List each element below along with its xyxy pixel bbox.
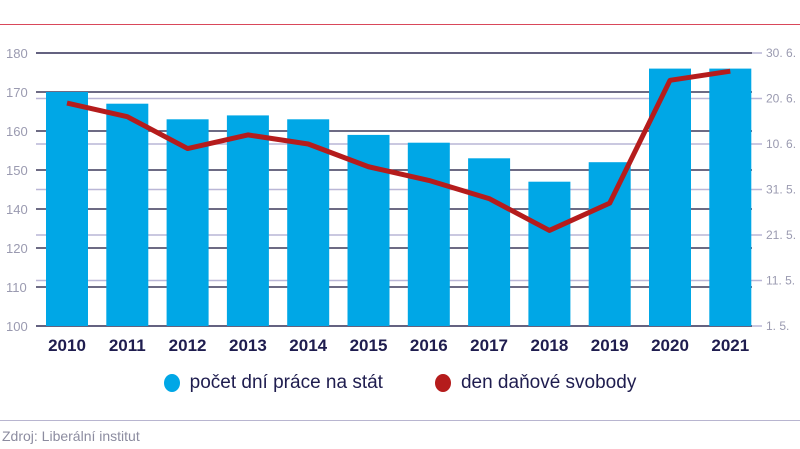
legend-dot-icon <box>163 374 180 392</box>
right-tick-label: 30. 6. <box>766 46 796 60</box>
legend-label: počet dní práce na stát <box>189 372 383 393</box>
x-tick-label: 2013 <box>229 336 267 355</box>
right-tick-label: 11. 5. <box>766 274 795 288</box>
legend: počet dní práce na stát den daňové svobo… <box>0 372 800 394</box>
chart: 30. 6. 20. 6. 10. 6. 31. 5. 21. 5. 11. 5. 1. 5… <box>6 46 796 355</box>
source-note: Zdroj: Liberální institut <box>2 428 140 444</box>
right-tick-label: 31. 5. <box>766 183 796 197</box>
left-tick-label: 170 <box>6 85 28 100</box>
legend-dot-icon <box>434 374 451 392</box>
left-tick-label: 110 <box>6 280 27 295</box>
bar-2011 <box>106 103 149 326</box>
bar-2019 <box>588 162 631 326</box>
bar-2018 <box>528 181 571 326</box>
x-tick-label: 2010 <box>48 336 86 355</box>
top-rule <box>0 24 800 25</box>
right-tick-label: 20. 6. <box>766 92 796 106</box>
left-tick-label: 120 <box>6 241 28 256</box>
x-tick-label: 2021 <box>711 336 749 355</box>
x-tick-label: 2018 <box>530 336 568 355</box>
x-tick-label: 2014 <box>289 336 327 355</box>
legend-label: den daňové svobody <box>460 372 637 393</box>
bar-2012 <box>166 119 209 326</box>
left-tick-label: 180 <box>6 46 28 61</box>
bar-2017 <box>468 158 511 326</box>
divider <box>0 420 800 421</box>
x-tick-label: 2019 <box>591 336 629 355</box>
x-tick-label: 2012 <box>169 336 207 355</box>
bar-2016 <box>407 142 450 326</box>
left-tick-label: 140 <box>6 202 28 217</box>
x-tick-label: 2016 <box>410 336 448 355</box>
x-tick-label: 2011 <box>109 336 146 355</box>
bar-2013 <box>226 115 269 327</box>
x-tick-label: 2015 <box>350 336 388 355</box>
left-tick-label: 160 <box>6 124 28 139</box>
x-tick-label: 2020 <box>651 336 689 355</box>
legend-item-bars: počet dní práce na stát <box>163 372 383 394</box>
legend-item-line: den daňové svobody <box>434 372 637 394</box>
bar-2010 <box>46 92 88 326</box>
bar-2021 <box>709 68 752 326</box>
bar-2014 <box>287 119 330 326</box>
left-tick-label: 100 <box>6 319 28 334</box>
left-tick-label: 150 <box>6 163 28 178</box>
line-den-danove-svobody <box>66 68 731 233</box>
right-tick-label: 21. 5. <box>766 228 796 242</box>
right-tick-label: 1. 5. <box>766 319 789 333</box>
right-tick-label: 10. 6. <box>766 137 796 151</box>
x-tick-label: 2017 <box>470 336 508 355</box>
